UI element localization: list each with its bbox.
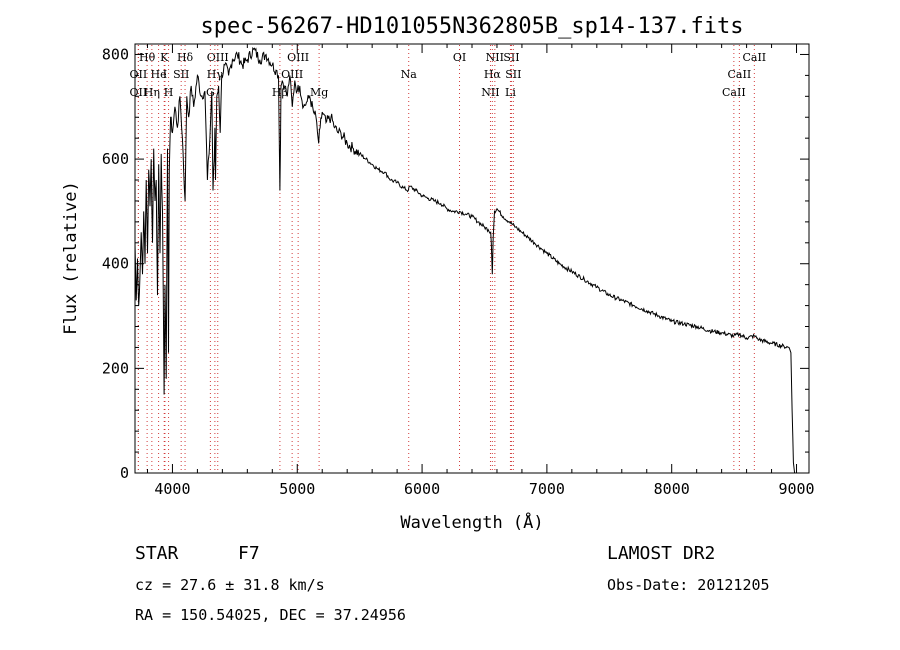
spectral-line-label: G <box>206 86 215 99</box>
y-tick-label: 0 <box>120 464 129 482</box>
spectral-line-label: Hδ <box>177 51 194 64</box>
spectral-line-label: SII <box>173 68 189 81</box>
y-tick-label: 600 <box>102 150 129 168</box>
x-tick-label: 7000 <box>529 480 565 498</box>
spectral-line-label: CaII <box>722 86 746 99</box>
series-line-flux <box>134 46 796 474</box>
chart-title: spec-56267-HD101055N362805B_sp14-137.fit… <box>200 14 743 39</box>
spectral-line-label: OI <box>453 51 466 64</box>
spectral-line-label: OII <box>130 68 148 81</box>
spectral-line-label: OIII <box>287 51 309 64</box>
x-tick-label: 9000 <box>778 480 814 498</box>
spectral-line-label: Hη <box>144 86 160 99</box>
x-axis-ticks: 4000 5000 6000 7000 8000 9000 <box>146 44 815 498</box>
y-tick-label: 200 <box>102 359 129 377</box>
y-tick-label: 800 <box>102 45 129 63</box>
object-class: STAR <box>135 543 179 564</box>
spectral-line-label: H <box>164 86 174 99</box>
spectral-line-label: OIII <box>207 51 229 64</box>
y-axis-ticks: 0 200 400 600 800 <box>102 45 809 482</box>
spectral-line-label: SII <box>505 68 521 81</box>
spectral-line-label: NII <box>481 86 499 99</box>
spectral-line-label: CaII <box>742 51 766 64</box>
x-tick-label: 4000 <box>154 480 190 498</box>
spectral-line-label: Na <box>401 68 418 81</box>
spectral-line-label: OII <box>130 86 148 99</box>
spectral-line-label: I <box>163 68 167 81</box>
spectral-line-label: Hθ <box>139 51 156 64</box>
spectral-line-label: Li <box>505 86 516 99</box>
x-tick-label: 6000 <box>404 480 440 498</box>
x-axis-label: Wavelength (Å) <box>400 511 543 533</box>
spectral-line-label: NII <box>486 51 504 64</box>
survey-name: LAMOST DR2 <box>607 543 715 564</box>
spectral-line-label: Hγ <box>207 68 224 81</box>
spectral-line-label: Hα <box>484 68 502 81</box>
y-tick-label: 400 <box>102 255 129 273</box>
coordinates: RA = 150.54025, DEC = 37.24956 <box>135 606 406 624</box>
spectral-line-label: CaII <box>728 68 752 81</box>
spectral-line-label: Mg <box>310 86 328 99</box>
x-tick-label: 5000 <box>279 480 315 498</box>
redshift-text: cz = 27.6 ± 31.8 km/s <box>135 576 325 594</box>
x-tick-label: 8000 <box>654 480 690 498</box>
spectral-line-label: SII <box>503 51 519 64</box>
y-axis-label: Flux (relative) <box>61 181 81 335</box>
plot-frame <box>134 43 810 474</box>
obs-date: Obs-Date: 20121205 <box>607 576 770 594</box>
object-subclass: F7 <box>238 543 260 564</box>
spectral-line-label: He <box>151 68 167 81</box>
spectral-line-label: OIII <box>281 68 303 81</box>
